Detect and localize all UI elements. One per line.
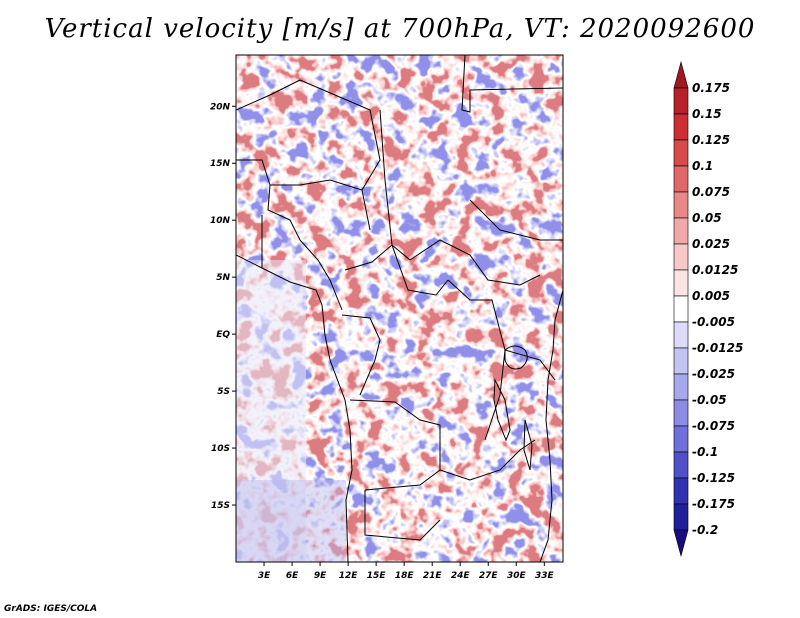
colorbar-segment <box>673 87 689 115</box>
lat-tick-label: 15N <box>210 159 231 169</box>
colorbar-label: 0.005 <box>692 289 730 303</box>
colorbar: 0.175 0.15 0.125 0.1 0.075 0.05 0.025 0.0125 0.0… <box>673 60 743 558</box>
lon-tick-label: 24E <box>451 571 471 581</box>
colorbar-label: -0.175 <box>692 497 735 511</box>
border-car <box>344 244 449 296</box>
lake-malawi <box>523 419 533 471</box>
lat-tick-label: 20N <box>210 102 231 112</box>
colorbar-segment <box>673 139 689 167</box>
border-niger-chad <box>270 179 371 231</box>
lat-tick-label: EQ <box>216 330 230 340</box>
border-tropic-west <box>236 79 301 111</box>
border-chad-sudan <box>379 109 411 261</box>
latitude-axis: 20N 15N 10N 5N EQ 5S 10S 15S <box>210 102 236 511</box>
colorbar-label: 0.175 <box>692 81 730 95</box>
colorbar-label: -0.2 <box>692 523 718 537</box>
colorbar-segment <box>673 373 689 401</box>
colorbar-segment <box>673 243 689 271</box>
lon-tick-label: 12E <box>339 571 359 581</box>
colorbar-top-triangle <box>673 60 689 89</box>
lon-tick-label: 9E <box>314 571 327 581</box>
colorbar-segment <box>673 399 689 427</box>
colorbar-segment <box>673 191 689 219</box>
border-drc-east <box>447 279 506 441</box>
colorbar-label: -0.005 <box>692 315 735 329</box>
lat-tick-label: 10N <box>210 216 231 226</box>
colorbar-segment <box>673 477 689 505</box>
colorbar-segment <box>673 295 689 323</box>
ocean-smooth-west <box>236 260 306 562</box>
colorbar-segment <box>673 321 689 349</box>
lon-tick-label: 18E <box>395 571 415 581</box>
border-ethiopia <box>469 199 563 241</box>
colorbar-segment <box>673 269 689 297</box>
border-kenya-tanzania <box>504 349 556 381</box>
lat-tick-label: 5N <box>216 273 230 283</box>
lake-victoria <box>504 345 528 370</box>
map-title: Vertical velocity [m/s] at 700hPa, VT: 2… <box>44 14 756 44</box>
border-namibia <box>364 490 441 541</box>
country-borders <box>236 55 563 562</box>
border-congo-drc <box>341 314 381 396</box>
velocity-field <box>236 55 563 562</box>
border-zambia <box>439 439 536 481</box>
lon-tick-label: 21E <box>423 571 443 581</box>
lat-tick-label: 15S <box>211 501 230 511</box>
colorbar-label: -0.075 <box>692 419 735 433</box>
coastline-east-africa <box>539 289 563 562</box>
lon-tick-label: 3E <box>258 571 271 581</box>
colorbar-label: -0.05 <box>692 393 727 407</box>
lon-tick-label: 30E <box>507 571 527 581</box>
credit-label: GrADS: IGES/COLA <box>4 604 98 614</box>
colorbar-segment <box>673 451 689 479</box>
coastline-west-africa <box>236 254 353 562</box>
colorbar-label: -0.025 <box>692 367 735 381</box>
colorbar-label: 0.0125 <box>692 263 738 277</box>
colorbar-segment <box>673 347 689 375</box>
lon-tick-label: 6E <box>286 571 299 581</box>
colorbar-label: 0.05 <box>692 211 722 225</box>
colorbar-segment <box>673 503 689 531</box>
colorbar-segment <box>673 217 689 245</box>
lat-tick-label: 10S <box>211 444 230 454</box>
border-mali-niger <box>236 159 301 241</box>
colorbar-label: -0.125 <box>692 471 735 485</box>
colorbar-segment <box>673 113 689 141</box>
lon-tick-label: 27E <box>479 571 499 581</box>
border-angola <box>349 399 441 491</box>
colorbar-label: 0.075 <box>692 185 730 199</box>
lake-tanganyika <box>493 378 511 442</box>
colorbar-segment <box>673 165 689 193</box>
border-nigeria-cameroon <box>299 239 343 311</box>
colorbar-segment <box>673 425 689 453</box>
colorbar-label: 0.025 <box>692 237 730 251</box>
colorbar-label: 0.15 <box>692 107 722 121</box>
colorbar-bottom-triangle <box>673 529 689 558</box>
map-frame <box>235 54 564 563</box>
lon-tick-label: 15E <box>367 571 387 581</box>
border-egypt-sudan <box>461 55 563 113</box>
lat-tick-label: 5S <box>217 387 230 397</box>
colorbar-label: 0.125 <box>692 133 730 147</box>
colorbar-label: -0.0125 <box>692 341 743 355</box>
colorbar-label: 0.1 <box>692 159 713 173</box>
border-libya-chad <box>299 79 381 191</box>
lon-tick-label: 33E <box>535 571 555 581</box>
longitude-axis: 3E 6E 9E 12E 15E 18E 21E 24E 27E 30E 33E <box>258 562 555 581</box>
colorbar-label: -0.1 <box>692 445 718 459</box>
ocean-smooth-southwest <box>236 480 346 562</box>
border-sudan-south <box>409 239 541 286</box>
